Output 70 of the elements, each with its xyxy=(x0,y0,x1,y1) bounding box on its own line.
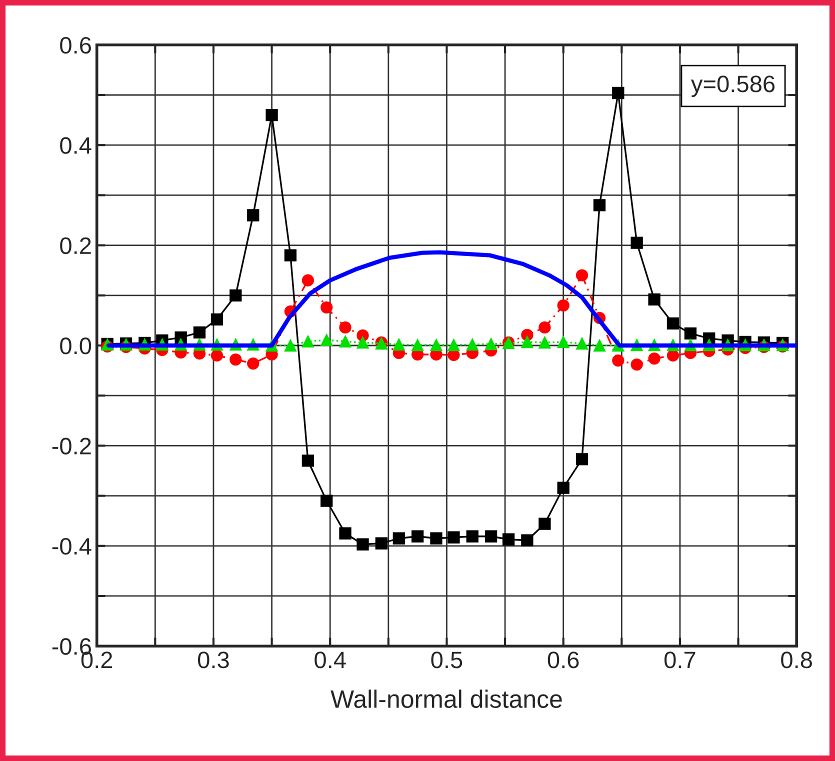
point xyxy=(375,537,388,550)
point xyxy=(538,321,551,334)
annotation: y=0.586 xyxy=(690,76,775,97)
point xyxy=(247,209,260,222)
point xyxy=(230,289,242,302)
point xyxy=(576,337,588,350)
point xyxy=(430,338,442,352)
point xyxy=(339,321,352,334)
point xyxy=(557,336,570,348)
y-tick-label: 0.0 xyxy=(60,338,92,354)
y-tick-label: -0.2 xyxy=(52,438,91,454)
point xyxy=(247,357,260,370)
point xyxy=(593,339,606,352)
x-tick-label: 0.5 xyxy=(431,652,462,668)
point xyxy=(648,293,660,306)
point xyxy=(339,527,352,540)
point xyxy=(230,353,242,366)
point xyxy=(320,301,333,314)
point xyxy=(448,338,460,352)
point xyxy=(538,336,551,349)
point xyxy=(302,335,314,348)
point xyxy=(466,530,478,542)
point xyxy=(576,269,588,282)
point xyxy=(392,532,405,544)
point xyxy=(320,334,333,346)
point xyxy=(466,338,478,351)
point xyxy=(193,326,206,339)
point xyxy=(521,534,534,546)
point xyxy=(648,352,660,365)
point xyxy=(339,335,352,348)
point xyxy=(411,530,424,542)
point xyxy=(302,454,314,467)
x-tick-label: 0.4 xyxy=(314,652,346,668)
point xyxy=(266,108,278,122)
point xyxy=(284,249,297,262)
point xyxy=(666,317,680,330)
point xyxy=(557,482,570,494)
point xyxy=(302,274,314,286)
point xyxy=(484,530,498,542)
x-tick-label: 0.6 xyxy=(548,652,579,668)
point xyxy=(356,538,369,550)
x-tick-label: 0.3 xyxy=(198,652,229,668)
point xyxy=(411,338,424,352)
point xyxy=(392,338,405,351)
point xyxy=(430,532,442,544)
point xyxy=(612,86,624,100)
x-tick-label: 0.8 xyxy=(781,652,812,668)
point xyxy=(612,354,624,367)
point xyxy=(356,336,369,349)
point xyxy=(210,349,224,362)
point xyxy=(576,453,588,466)
point xyxy=(320,494,333,507)
point xyxy=(448,531,460,544)
y-tick-label: -0.4 xyxy=(52,538,92,555)
point xyxy=(557,299,570,312)
point xyxy=(484,338,498,350)
x-tick-label: 0.7 xyxy=(664,652,696,668)
point xyxy=(630,358,643,371)
y-tick-label: 0.4 xyxy=(60,137,92,154)
point xyxy=(684,327,697,340)
x-axis-title: Wall-normal distance xyxy=(330,690,562,708)
point xyxy=(502,533,515,546)
point xyxy=(538,518,551,530)
y-tick-label: 0.2 xyxy=(60,237,91,254)
point xyxy=(521,336,534,348)
point xyxy=(284,339,297,352)
point xyxy=(210,313,224,326)
y-tick-label: 0.6 xyxy=(60,36,91,54)
point xyxy=(593,199,606,212)
point xyxy=(630,236,643,249)
